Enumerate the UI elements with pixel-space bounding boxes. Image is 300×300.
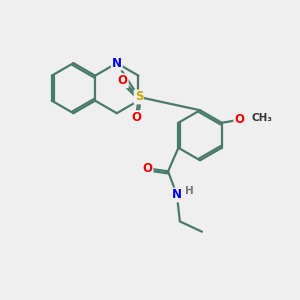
Text: N: N (112, 57, 122, 70)
Text: O: O (142, 162, 152, 175)
Text: S: S (135, 91, 143, 103)
Text: H: H (185, 186, 194, 197)
Text: O: O (234, 113, 244, 126)
Text: N: N (172, 188, 182, 201)
Text: O: O (118, 74, 128, 87)
Text: CH₃: CH₃ (252, 113, 273, 123)
Text: O: O (131, 111, 141, 124)
